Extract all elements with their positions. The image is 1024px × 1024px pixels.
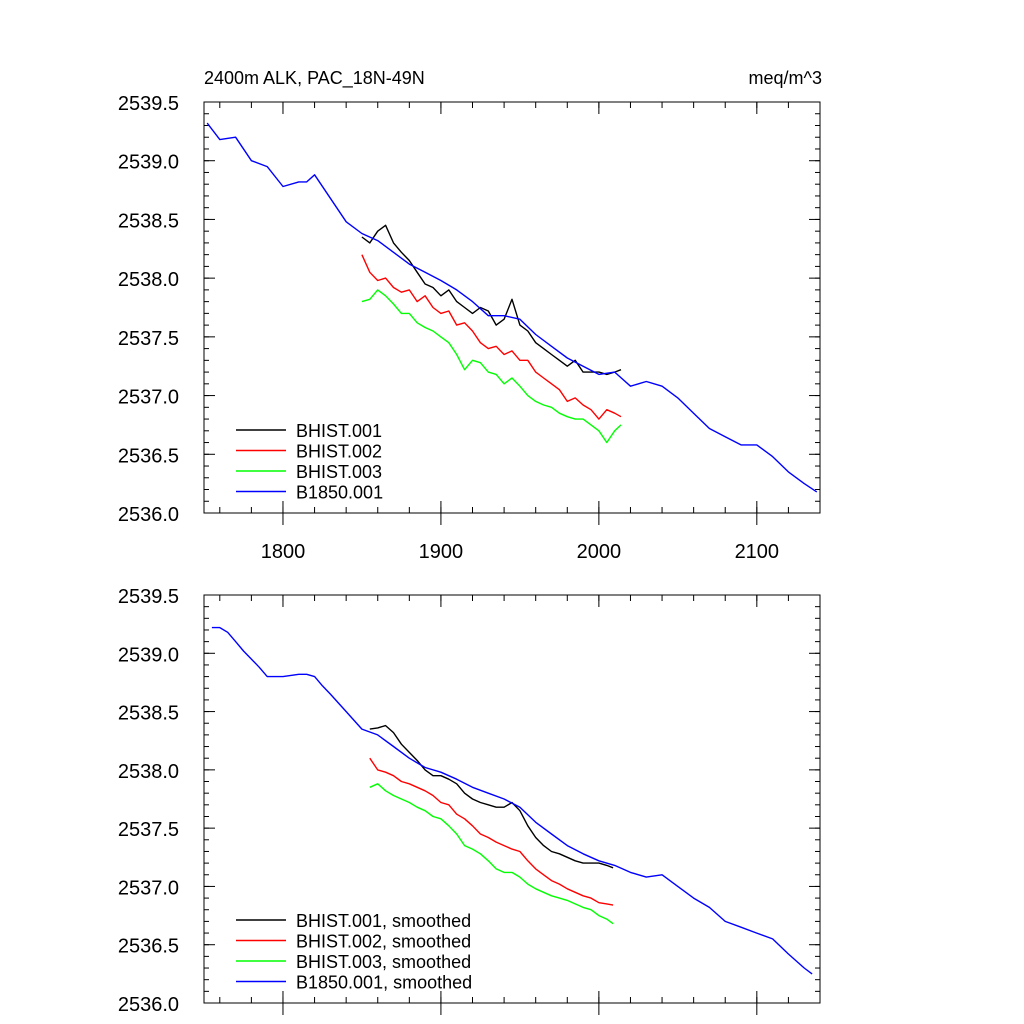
y-tick-label: 2539.0	[118, 644, 179, 666]
y-tick-label: 2538.0	[118, 269, 179, 291]
y-tick-label: 2537.0	[118, 387, 179, 409]
y-tick-label: 2538.0	[118, 761, 179, 783]
y-tick-label: 2536.5	[118, 445, 179, 467]
series-line-bhist-003	[361, 289, 622, 444]
y-tick-label: 2537.5	[118, 819, 179, 841]
y-tick-label: 2536.0	[118, 994, 179, 1016]
y-tick-label: 2536.0	[118, 504, 179, 526]
plot-frame	[203, 101, 821, 514]
legend-label: B1850.001, smoothed	[296, 973, 472, 993]
legend-label: BHIST.003	[296, 462, 382, 482]
chart-units-label: meq/m^3	[749, 68, 822, 88]
series-line-bhist-002	[369, 757, 614, 906]
x-tick-label: 1800	[261, 541, 306, 563]
y-tick-label: 2539.5	[118, 93, 179, 115]
y-tick-label: 2536.5	[118, 936, 179, 958]
bottom-panel: 2536.0 2536.5 2537.0 2537.5 2538.0 2538.5 2539…	[118, 586, 821, 1016]
series-line-bhist-001	[369, 724, 614, 869]
legend-label: B1850.001	[296, 483, 383, 503]
y-tick-label: 2538.5	[118, 703, 179, 725]
y-tick-label: 2539.5	[118, 586, 179, 608]
series-line-b1850-001	[206, 122, 818, 493]
legend-label: BHIST.001	[296, 421, 382, 441]
x-tick-label: 2000	[577, 541, 622, 563]
y-tick-label: 2539.0	[118, 152, 179, 174]
series-line-bhist-001	[361, 224, 622, 376]
chart-title-left: 2400m ALK, PAC_18N-49N	[204, 68, 425, 89]
legend-label: BHIST.003, smoothed	[296, 952, 471, 972]
top-panel: 1800 1900 2000 2100 2536.0 2536.5 2537.0 2537.5…	[118, 93, 821, 563]
y-tick-label: 2538.5	[118, 210, 179, 232]
x-tick-label: 2100	[735, 541, 780, 563]
x-tick-label: 1900	[419, 541, 464, 563]
y-tick-label: 2537.5	[118, 328, 179, 350]
plot-frame	[203, 594, 821, 1004]
legend-label: BHIST.002	[296, 442, 382, 462]
legend-label: BHIST.001, smoothed	[296, 911, 471, 931]
legend-label: BHIST.002, smoothed	[296, 932, 471, 952]
y-tick-label: 2537.0	[118, 877, 179, 899]
series-line-bhist-003	[369, 783, 614, 925]
series-line-b1850-001	[211, 626, 813, 975]
series-line-bhist-002	[361, 254, 622, 420]
